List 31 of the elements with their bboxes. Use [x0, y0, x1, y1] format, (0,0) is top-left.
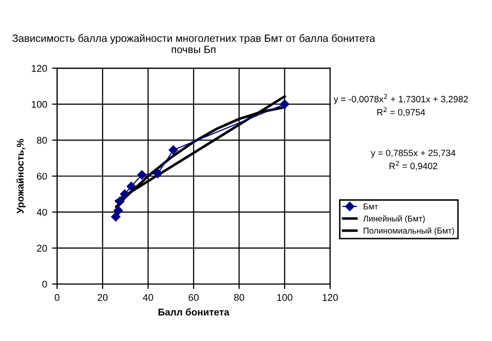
point	[115, 196, 124, 206]
x-tick-label: 0	[54, 294, 60, 301]
x-tick-label: 60	[188, 294, 199, 301]
x-tick-label: 100	[277, 294, 292, 301]
y-tick-label: 40	[36, 208, 47, 216]
point	[280, 100, 290, 109]
point	[114, 206, 123, 216]
point	[126, 182, 136, 192]
text: y = 0,7855x + 25,734 R$^{2}$ = 0,9402	[370, 150, 456, 170]
y-tick-label: 20	[37, 244, 47, 252]
legend-label: Полиномиальный (Бмт)	[364, 227, 454, 236]
legend-label: Бмт	[364, 204, 378, 210]
legend-label: Линейный (Бмт)	[363, 215, 425, 224]
y-tick-label: 100	[32, 100, 47, 108]
x-tick-label: 20	[98, 294, 108, 301]
text: y = -0,0078x$^{2}$ + 1,7301x + 3,2982 R$^{2}$ = 0,9754	[334, 94, 468, 117]
y-tick-label: 80	[36, 136, 47, 144]
x-axis-title: Балл бонитета	[158, 308, 230, 316]
x-tick-label: 120	[322, 294, 338, 301]
point	[168, 145, 178, 155]
chart-title: Зависимость балла урожайности многолетних трав Бмт от балла бонитета почвы Бп	[12, 34, 376, 54]
x-tick-label: 80	[234, 294, 244, 301]
y-tick-label: 60	[37, 172, 47, 180]
point	[120, 189, 130, 199]
y-tick-label: 0	[42, 280, 47, 288]
x-tick-label: 40	[142, 294, 154, 301]
y-tick-label: 120	[32, 64, 47, 72]
y-axis-title: Урожайность,%	[16, 138, 26, 214]
point	[153, 168, 162, 178]
point	[137, 170, 147, 180]
point	[111, 212, 120, 222]
